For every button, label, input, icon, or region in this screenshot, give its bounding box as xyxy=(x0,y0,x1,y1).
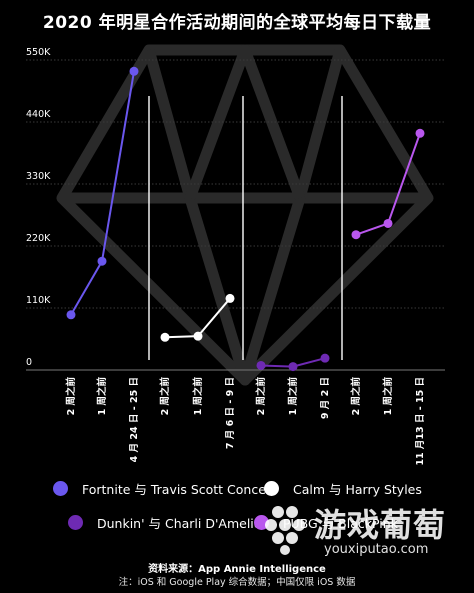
watermark-url: youxiputao.com xyxy=(324,542,429,557)
x-tick-label: 1 周之前 xyxy=(96,377,108,416)
data-point xyxy=(383,218,393,228)
legend-item-calm: Calm 与 Harry Styles xyxy=(264,479,422,498)
x-tick-label: 1 周之前 xyxy=(287,377,299,416)
legend-label-dunkin: Dunkin' 与 Charli D'Amelio xyxy=(97,516,262,531)
watermark-text: 游戏葡萄 xyxy=(314,506,447,544)
y-tick-label: 440K xyxy=(26,109,51,120)
data-point xyxy=(288,362,298,372)
legend-dot-dunkin xyxy=(68,515,83,530)
grape-logo-icon xyxy=(265,506,305,555)
x-tick-label: 2 周之前 xyxy=(350,377,362,416)
y-tick-label: 0 xyxy=(26,357,32,368)
note-text: 注：iOS 和 Google Play 综合数据；中国仅限 iOS 数据 xyxy=(118,577,356,588)
legend-label-pubg: PUBG 与 BlackPink xyxy=(283,516,398,531)
data-point xyxy=(225,293,235,303)
legend-label-calm: Calm 与 Harry Styles xyxy=(293,482,422,497)
chart-title: 2020 年明星合作活动期间的全球平均每日下载量 xyxy=(42,13,432,33)
x-tick-label: 2 周之前 xyxy=(65,377,77,416)
x-tick-label: 7 月 6 日 - 9 日 xyxy=(225,377,236,449)
x-tick-label: 1 周之前 xyxy=(382,377,394,416)
data-point xyxy=(256,360,266,370)
data-point xyxy=(351,230,361,240)
x-tick-label: 2 周之前 xyxy=(255,377,267,416)
diamond-watermark-icon xyxy=(56,44,434,386)
x-tick-label: 9 月 2 日 xyxy=(320,377,331,419)
y-tick-label: 550K xyxy=(26,47,51,58)
data-point xyxy=(97,256,107,266)
site-watermark: 游戏葡萄 youxiputao.com xyxy=(262,500,472,560)
data-point xyxy=(160,332,170,342)
x-tick-label: 11 月13 日 - 15 日 xyxy=(415,377,426,466)
data-point xyxy=(193,331,203,341)
x-tick-label: 2 周之前 xyxy=(159,377,171,416)
y-tick-label: 110K xyxy=(26,295,51,306)
data-point xyxy=(129,66,139,76)
legend-item-dunkin: Dunkin' 与 Charli D'Amelio xyxy=(68,513,261,532)
x-tick-label: 1 周之前 xyxy=(192,377,204,416)
legend-dot-calm xyxy=(264,481,279,496)
data-point xyxy=(320,353,330,363)
x-tick-label: 4 月 24 日 - 25 日 xyxy=(129,377,140,462)
source-text: 资料来源：App Annie Intelligence xyxy=(148,564,326,575)
legend-label-fortnite: Fortnite 与 Travis Scott Concert xyxy=(82,482,276,497)
legend-item-fortnite: Fortnite 与 Travis Scott Concert xyxy=(53,479,276,498)
data-point xyxy=(415,128,425,138)
y-tick-label: 330K xyxy=(26,171,51,182)
data-point xyxy=(66,310,76,320)
legend-dot-fortnite xyxy=(53,481,68,496)
y-tick-label: 220K xyxy=(26,233,51,244)
